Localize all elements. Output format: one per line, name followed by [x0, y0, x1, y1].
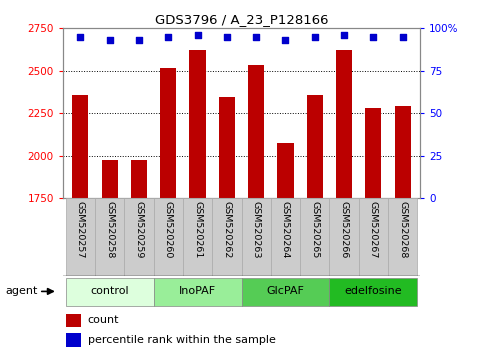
Bar: [365, 108, 382, 198]
Bar: [189, 50, 206, 198]
Text: GSM520258: GSM520258: [105, 201, 114, 258]
FancyBboxPatch shape: [242, 198, 271, 276]
Bar: [101, 160, 118, 198]
Point: [106, 38, 114, 43]
Text: percentile rank within the sample: percentile rank within the sample: [88, 335, 276, 345]
Text: GSM520265: GSM520265: [310, 201, 319, 258]
Bar: [307, 96, 323, 198]
FancyBboxPatch shape: [183, 198, 212, 276]
Bar: [66, 314, 81, 327]
Title: GDS3796 / A_23_P128166: GDS3796 / A_23_P128166: [155, 13, 328, 26]
Bar: [131, 160, 147, 198]
Bar: [72, 96, 88, 198]
Bar: [248, 65, 264, 198]
FancyBboxPatch shape: [242, 278, 329, 306]
Bar: [66, 333, 81, 347]
Point: [223, 34, 231, 40]
Point: [340, 32, 348, 38]
Point: [194, 32, 201, 38]
Text: control: control: [90, 286, 129, 296]
Point: [282, 38, 289, 43]
Bar: [336, 50, 352, 198]
Bar: [160, 68, 176, 198]
Text: GlcPAF: GlcPAF: [267, 286, 304, 296]
Text: count: count: [88, 315, 119, 325]
Point: [311, 34, 319, 40]
Text: edelfosine: edelfosine: [344, 286, 402, 296]
FancyBboxPatch shape: [359, 198, 388, 276]
FancyBboxPatch shape: [154, 278, 242, 306]
FancyBboxPatch shape: [271, 198, 300, 276]
Text: GSM520259: GSM520259: [134, 201, 143, 258]
Text: GSM520267: GSM520267: [369, 201, 378, 258]
Text: GSM520268: GSM520268: [398, 201, 407, 258]
Text: GSM520266: GSM520266: [340, 201, 349, 258]
Point: [399, 34, 407, 40]
FancyBboxPatch shape: [124, 198, 154, 276]
Text: InoPAF: InoPAF: [179, 286, 216, 296]
Point: [252, 34, 260, 40]
Text: GSM520257: GSM520257: [76, 201, 85, 258]
Text: GSM520261: GSM520261: [193, 201, 202, 258]
FancyBboxPatch shape: [329, 278, 417, 306]
Point: [76, 34, 84, 40]
Text: GSM520264: GSM520264: [281, 201, 290, 258]
Bar: [277, 143, 294, 198]
Point: [164, 34, 172, 40]
Bar: [395, 105, 411, 198]
FancyBboxPatch shape: [388, 198, 417, 276]
Text: GSM520262: GSM520262: [222, 201, 231, 258]
FancyBboxPatch shape: [66, 278, 154, 306]
Text: GSM520260: GSM520260: [164, 201, 173, 258]
FancyBboxPatch shape: [300, 198, 329, 276]
FancyBboxPatch shape: [212, 198, 242, 276]
Text: agent: agent: [5, 286, 37, 296]
FancyBboxPatch shape: [154, 198, 183, 276]
Point: [369, 34, 377, 40]
FancyBboxPatch shape: [66, 198, 95, 276]
FancyBboxPatch shape: [329, 198, 359, 276]
Bar: [219, 97, 235, 198]
FancyBboxPatch shape: [95, 198, 124, 276]
Text: GSM520263: GSM520263: [252, 201, 261, 258]
Point: [135, 38, 143, 43]
